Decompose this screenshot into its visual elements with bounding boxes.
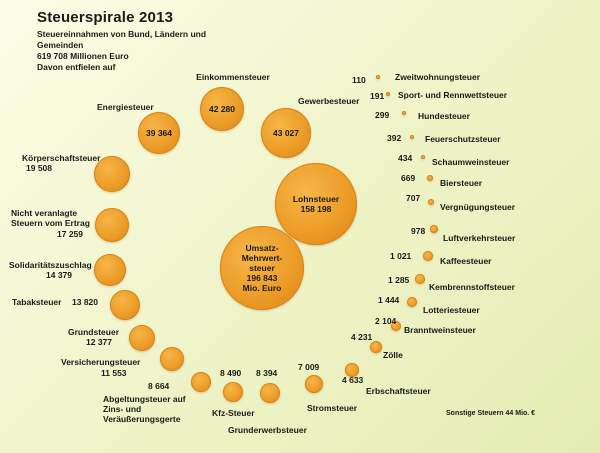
value-zweitwohnungsteuer: 110 (352, 75, 366, 85)
bubble-erbschaftsteuer (345, 363, 359, 377)
value-grundsteuer: 12 377 (86, 337, 112, 347)
value-feuerschutzsteuer: 392 (387, 133, 402, 143)
value-nicht-veranlagte: 17 259 (57, 229, 83, 239)
bubble-lohnsteuer (275, 163, 357, 245)
bubble-einkommensteuer (200, 87, 244, 131)
label-zoelle: Zölle (383, 350, 403, 360)
value-biersteuer: 669 (401, 173, 416, 183)
bubble-text-umsatz: Umsatz- Mehrwert- steuer 196 843 Mio. Eu… (241, 243, 283, 293)
bubble-tabaksteuer (110, 290, 140, 320)
label-kfz-steuer: Kfz-Steuer (212, 408, 255, 418)
bubble-grunderwerbsteuer (260, 383, 280, 403)
bubble-grundsteuer (129, 325, 155, 351)
subtitle-line-1: Steuereinnahmen von Bund, Ländern und (37, 29, 207, 39)
label-zweitwohnungsteuer: Zweitwohnungsteuer (395, 72, 480, 82)
value-kaffeesteuer: 1 021 (390, 251, 412, 261)
value-lotteriesteuer: 1 444 (378, 295, 400, 305)
value-koerperschaftsteuer: 19 508 (26, 163, 52, 173)
bubble-luftverkehrsteuer (430, 225, 438, 233)
label-sport-und-rennwettsteuer: Sport- und Rennwettsteuer (398, 90, 508, 100)
value-abgeltungsteuer-auf: 8 664 (148, 381, 170, 391)
bubble-stromsteuer (305, 375, 323, 393)
value-kembrennstoffsteuer: 1 285 (388, 275, 410, 285)
value-sport-und-rennwettsteuer: 191 (370, 91, 385, 101)
bubble-text-lohnsteuer: Lohnsteuer 158 198 (292, 194, 340, 214)
bubble-nicht-veranlagte (95, 208, 129, 242)
value-vergnuegungsteuer: 707 (406, 193, 421, 203)
value-tabaksteuer: 13 820 (72, 297, 98, 307)
value-gewerbesteuer: 43 027 (273, 128, 299, 138)
bubble-hundesteuer (402, 111, 406, 115)
label-grunderwerbsteuer: Grunderwerbsteuer (228, 425, 307, 435)
value-grunderwerbsteuer: 8 394 (256, 368, 278, 378)
bubble-koerperschaftsteuer (94, 156, 130, 192)
bubble-zweitwohnungsteuer (376, 75, 380, 79)
value-energiesteuer: 39 364 (146, 128, 172, 138)
value-einkommensteuer: 42 280 (209, 104, 235, 114)
value-zoelle: 4 231 (351, 332, 373, 342)
label-versicherungsteuer: Versicherungsteuer (61, 357, 141, 367)
label-grundsteuer: Grundsteuer (68, 327, 120, 337)
bubble-biersteuer (427, 175, 433, 181)
value-versicherungsteuer: 11 553 (101, 368, 127, 378)
label-erbschaftsteuer: Erbschaftsteuer (366, 386, 431, 396)
bubble-feuerschutzsteuer (410, 135, 414, 139)
chart-subtitle: Steuereinnahmen von Bund, Ländern und Ge… (37, 29, 257, 73)
label-vergnuegungsteuer: Vergnügungsteuer (440, 202, 516, 212)
bubble-versicherungsteuer (160, 347, 184, 371)
label-biersteuer: Biersteuer (440, 178, 483, 188)
bubble-schaumweinsteuer (421, 155, 425, 159)
bubble-abgeltungsteuer-auf (191, 372, 211, 392)
value-stromsteuer: 7 009 (298, 362, 320, 372)
subtitle-line-2: Gemeinden (37, 40, 84, 50)
label-solidaritaetszuschlag: Solidaritätszuschlag (9, 260, 92, 270)
chart-title: Steuerspirale 2013 (37, 9, 174, 26)
label-gewerbesteuer: Gewerbesteuer (298, 96, 360, 106)
bubble-umsatz (220, 226, 304, 310)
value-solidaritaetszuschlag: 14 379 (46, 270, 72, 280)
label-branntweinsteuer: Branntweinsteuer (404, 325, 476, 335)
bubble-kembrennstoffsteuer (415, 274, 425, 284)
bubble-lotteriesteuer (407, 297, 417, 307)
value-erbschaftsteuer: 4 633 (342, 375, 364, 385)
bubble-sport-und-rennwettsteuer (386, 92, 390, 96)
other-taxes-note: Sonstige Steuern 44 Mio. € (446, 410, 536, 417)
label-stromsteuer: Stromsteuer (307, 403, 358, 413)
bubble-branntweinsteuer (391, 321, 401, 331)
label-lotteriesteuer: Lotteriesteuer (423, 305, 480, 315)
subtitle-line-3: 619 708 Millionen Euro (37, 51, 129, 61)
bubble-kfz-steuer (223, 382, 243, 402)
label-abgeltungsteuer-auf: Abgeltungsteuer auf Zins- und Veräußerun… (103, 394, 186, 424)
label-nicht-veranlagte: Nicht veranlagte Steuern vom Ertrag (11, 208, 90, 228)
bubble-zoelle (370, 341, 382, 353)
label-koerperschaftsteuer: Körperschaftsteuer (22, 153, 101, 163)
bubble-kaffeesteuer (423, 251, 433, 261)
label-feuerschutzsteuer: Feuerschutzsteuer (425, 134, 501, 144)
label-energiesteuer: Energiesteuer (97, 102, 154, 112)
label-luftverkehrsteuer: Luftverkehrsteuer (443, 233, 516, 243)
label-kembrennstoffsteuer: Kembrennstoffsteuer (429, 282, 515, 292)
value-schaumweinsteuer: 434 (398, 153, 413, 163)
bubble-energiesteuer (138, 112, 180, 154)
value-hundesteuer: 299 (375, 110, 390, 120)
label-einkommensteuer: Einkommensteuer (196, 72, 270, 82)
label-hundesteuer: Hundesteuer (418, 111, 470, 121)
value-luftverkehrsteuer: 978 (411, 226, 426, 236)
label-kaffeesteuer: Kaffeesteuer (440, 256, 492, 266)
value-kfz-steuer: 8 490 (220, 368, 242, 378)
bubble-vergnuegungsteuer (428, 199, 434, 205)
subtitle-line-4: Davon entfielen auf (37, 62, 116, 72)
label-tabaksteuer: Tabaksteuer (12, 297, 62, 307)
label-schaumweinsteuer: Schaumweinsteuer (432, 157, 510, 167)
bubble-solidaritaetszuschlag (94, 254, 126, 286)
value-branntweinsteuer: 2 104 (375, 316, 397, 326)
bubble-gewerbesteuer (261, 108, 311, 158)
